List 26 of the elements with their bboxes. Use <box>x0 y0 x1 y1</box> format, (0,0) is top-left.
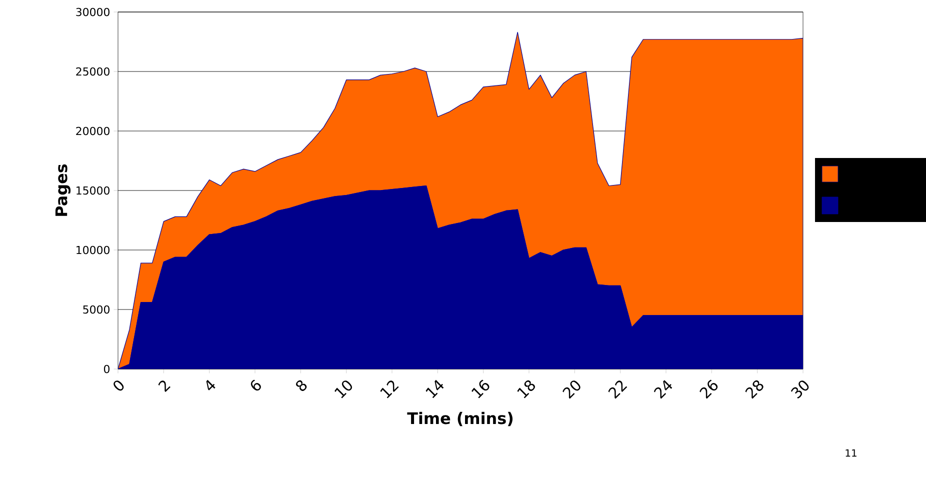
y-tick-label: 20000 <box>76 126 110 136</box>
y-tick-label: 0 <box>104 364 110 374</box>
text: 11 <box>846 449 856 457</box>
x-tick-label: 30 <box>790 380 809 398</box>
y-tick-label: 5000 <box>83 305 110 314</box>
x-tick-label: 2 <box>158 380 170 392</box>
x-tick-label: 14 <box>426 380 444 398</box>
x-tick-label: 16 <box>472 380 490 398</box>
x-tick-label: 6 <box>250 380 261 391</box>
x-tick-label: 24 <box>654 380 672 399</box>
x-tick-label: 20 <box>562 380 580 399</box>
y-tick-label: 10000 <box>76 246 110 254</box>
x-axis-title: Time (mins) <box>407 412 513 426</box>
x-tick-label: 0 <box>114 380 124 391</box>
y-axis-title: Pages <box>55 164 71 216</box>
x-tick-label: 26 <box>700 380 718 399</box>
y-tick-label: 30000 <box>76 8 110 16</box>
y-tick-label: 25000 <box>76 67 110 76</box>
y-tick-label: 15000 <box>76 186 110 195</box>
x-tick-label: 8 <box>296 380 307 391</box>
x-tick-label: 10 <box>334 380 352 398</box>
x-tick-label: 22 <box>608 380 628 399</box>
x-tick-label: 18 <box>517 380 535 398</box>
x-tick-label: 4 <box>206 380 216 390</box>
x-tick-label: 28 <box>745 380 764 399</box>
x-tick-label: 12 <box>380 380 399 398</box>
